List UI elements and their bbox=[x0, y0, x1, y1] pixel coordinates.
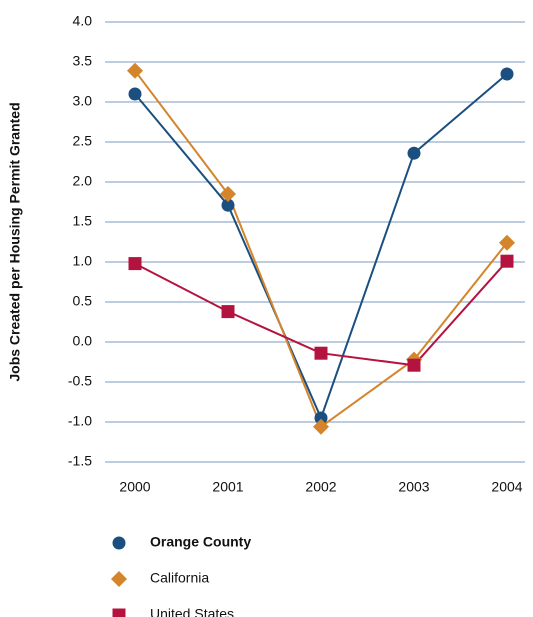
legend-label: Orange County bbox=[150, 534, 251, 550]
data-point bbox=[314, 346, 328, 360]
x-tick-label: 2001 bbox=[212, 479, 243, 495]
y-tick-label: -1.0 bbox=[68, 413, 92, 429]
x-tick-label: 2004 bbox=[491, 479, 522, 495]
y-tick-label: 0.0 bbox=[73, 333, 93, 349]
series-line bbox=[134, 70, 508, 429]
legend-marker bbox=[112, 536, 126, 550]
x-tick-label: 2000 bbox=[119, 479, 150, 495]
data-point bbox=[313, 418, 329, 435]
y-tick-label: 3.0 bbox=[73, 93, 93, 109]
legend-label: California bbox=[150, 570, 209, 586]
data-point bbox=[407, 358, 421, 372]
y-tick-label: 2.0 bbox=[73, 173, 93, 189]
data-point bbox=[500, 67, 514, 81]
data-point bbox=[407, 146, 421, 160]
legend-marker bbox=[111, 571, 127, 587]
y-axis-label: Jobs Created per Housing Permit Granted bbox=[7, 102, 23, 381]
data-point bbox=[499, 234, 515, 251]
series-line bbox=[134, 73, 508, 421]
y-tick-label: 1.5 bbox=[73, 213, 93, 229]
data-point bbox=[128, 257, 142, 271]
x-tick-label: 2002 bbox=[305, 479, 336, 495]
y-tick-label: 1.0 bbox=[73, 253, 93, 269]
data-point bbox=[220, 186, 236, 202]
y-tick-label: -0.5 bbox=[68, 373, 92, 389]
y-tick-label: 4.0 bbox=[73, 13, 93, 29]
y-tick-label: -1.5 bbox=[68, 453, 92, 469]
y-tick-label: 2.5 bbox=[73, 133, 93, 149]
legend-label: United States bbox=[150, 606, 234, 617]
x-tick-label: 2003 bbox=[398, 479, 429, 495]
data-point bbox=[128, 87, 142, 101]
data-point bbox=[221, 305, 235, 319]
data-point bbox=[314, 411, 328, 425]
legend-marker bbox=[112, 608, 126, 617]
y-tick-label: 3.5 bbox=[73, 53, 93, 69]
data-point bbox=[221, 198, 235, 212]
data-point bbox=[127, 62, 143, 79]
data-point bbox=[500, 254, 514, 268]
y-tick-label: 0.5 bbox=[73, 293, 93, 309]
